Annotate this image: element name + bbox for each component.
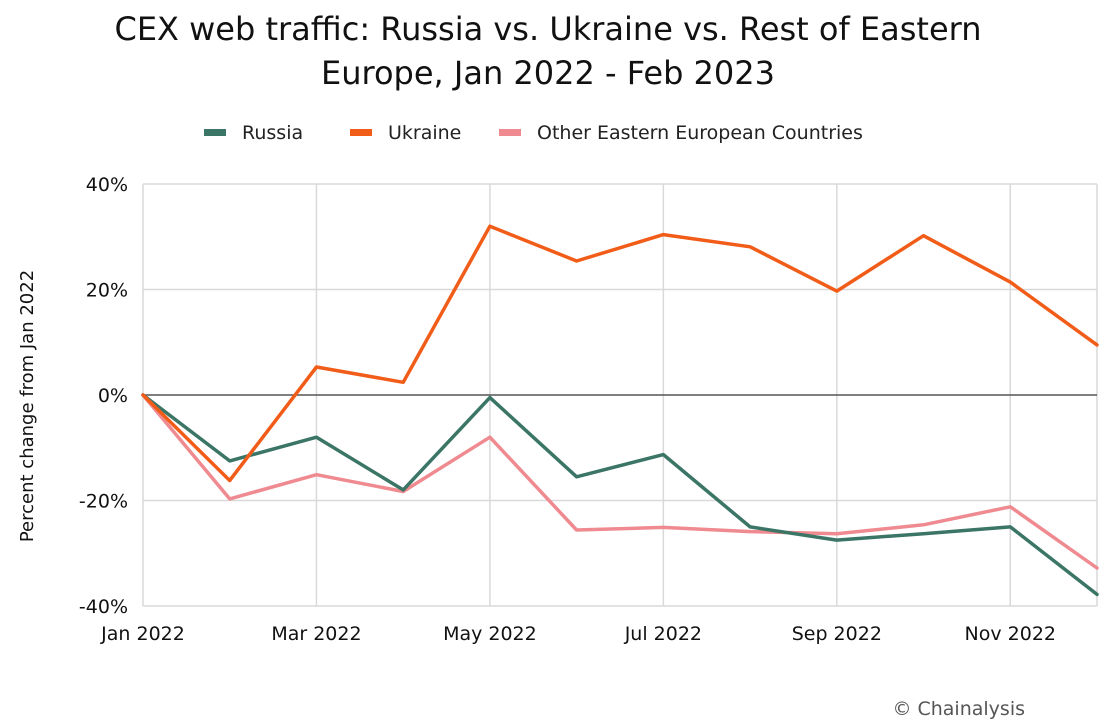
y-tick-label: -20% (79, 491, 128, 513)
x-axis-ticks: Jan 2022 Mar 2022 May 2022 Jul 2022 Sep 2022… (100, 623, 1056, 645)
legend-swatch (350, 129, 372, 136)
legend-swatch (204, 129, 226, 136)
legend-label: Russia (242, 122, 303, 144)
y-axis-label: Percent change from Jan 2022 (17, 270, 38, 542)
legend-label: Ukraine (388, 122, 461, 144)
y-axis-ticks: 40% 20% 0% -20% -40% (79, 174, 128, 618)
legend-item-ukraine: Ukraine (350, 122, 461, 144)
x-tick-label: Nov 2022 (965, 623, 1056, 645)
y-tick-label: 20% (86, 280, 128, 302)
legend-label: Other Eastern European Countries (537, 122, 863, 144)
series (141, 224, 1099, 597)
series-line-russia (141, 393, 1099, 597)
y-tick-label: -40% (79, 596, 128, 618)
chart-title: CEX web traffic: Russia vs. Ukraine vs. … (114, 10, 981, 92)
y-tick-label: 40% (86, 174, 128, 196)
credit-text: © Chainalysis (892, 698, 1025, 720)
chart-title-line-1: CEX web traffic: Russia vs. Ukraine vs. … (114, 10, 981, 48)
legend-swatch (499, 129, 521, 136)
series-line-other-eastern-european-countries (141, 393, 1099, 570)
legend-item-russia: Russia (204, 122, 303, 144)
x-tick-label: Jul 2022 (624, 623, 702, 645)
legend: Russia Ukraine Other Eastern European Coun… (204, 122, 863, 144)
x-tick-label: Sep 2022 (792, 623, 882, 645)
x-tick-label: Jan 2022 (100, 623, 185, 645)
y-tick-label: 0% (98, 385, 128, 407)
x-tick-label: Mar 2022 (271, 623, 361, 645)
legend-item-other-eastern-european-countries: Other Eastern European Countries (499, 122, 863, 144)
chart-title-line-2: Europe, Jan 2022 - Feb 2023 (321, 54, 775, 92)
x-tick-label: May 2022 (443, 623, 537, 645)
series-line-ukraine (141, 224, 1099, 483)
